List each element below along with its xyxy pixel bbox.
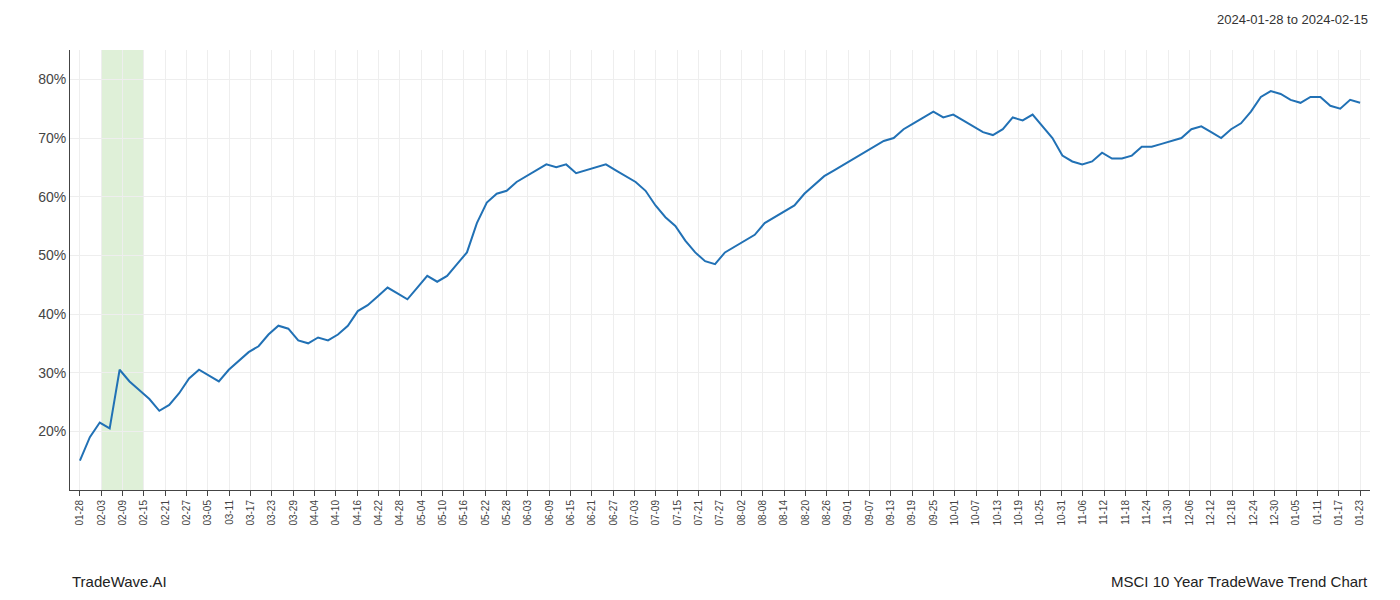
svg-text:04-16: 04-16: [352, 500, 363, 526]
svg-text:10-25: 10-25: [1034, 500, 1045, 526]
svg-text:08-02: 08-02: [736, 500, 747, 526]
svg-text:06-27: 06-27: [608, 500, 619, 526]
svg-text:04-10: 04-10: [330, 500, 341, 526]
svg-text:02-15: 02-15: [138, 500, 149, 526]
svg-text:11-24: 11-24: [1141, 500, 1152, 525]
svg-text:01-11: 01-11: [1312, 500, 1323, 525]
svg-text:30%: 30%: [38, 365, 66, 381]
svg-text:08-08: 08-08: [757, 500, 768, 526]
svg-text:02-03: 02-03: [96, 500, 107, 526]
svg-text:03-29: 03-29: [288, 500, 299, 526]
svg-text:10-31: 10-31: [1056, 500, 1067, 526]
svg-text:12-24: 12-24: [1248, 500, 1259, 526]
svg-text:09-01: 09-01: [842, 500, 853, 526]
svg-text:03-23: 03-23: [266, 500, 277, 526]
svg-text:01-05: 01-05: [1290, 500, 1301, 526]
svg-text:06-15: 06-15: [565, 500, 576, 526]
svg-text:03-17: 03-17: [245, 500, 256, 526]
svg-text:20%: 20%: [38, 423, 66, 439]
svg-text:05-16: 05-16: [458, 500, 469, 526]
svg-text:05-10: 05-10: [437, 500, 448, 526]
svg-text:80%: 80%: [38, 71, 66, 87]
svg-text:02-09: 02-09: [117, 500, 128, 526]
svg-text:70%: 70%: [38, 130, 66, 146]
svg-text:04-28: 04-28: [394, 500, 405, 526]
svg-text:12-30: 12-30: [1269, 500, 1280, 526]
svg-text:07-09: 07-09: [650, 500, 661, 526]
svg-text:11-06: 11-06: [1077, 500, 1088, 525]
svg-text:06-03: 06-03: [522, 500, 533, 526]
svg-text:06-21: 06-21: [586, 500, 597, 526]
svg-text:05-04: 05-04: [416, 500, 427, 526]
svg-text:05-22: 05-22: [480, 500, 491, 526]
svg-text:12-12: 12-12: [1205, 500, 1216, 526]
svg-text:60%: 60%: [38, 189, 66, 205]
svg-text:10-01: 10-01: [949, 500, 960, 526]
svg-text:02-27: 02-27: [181, 500, 192, 526]
svg-text:50%: 50%: [38, 247, 66, 263]
svg-text:MSCI 10 Year TradeWave Trend C: MSCI 10 Year TradeWave Trend Chart: [1111, 573, 1368, 590]
svg-text:09-07: 09-07: [864, 500, 875, 526]
svg-text:04-22: 04-22: [373, 500, 384, 526]
svg-text:01-17: 01-17: [1333, 500, 1344, 526]
svg-text:07-27: 07-27: [714, 500, 725, 526]
svg-text:10-19: 10-19: [1013, 500, 1024, 526]
svg-text:08-26: 08-26: [821, 500, 832, 526]
svg-text:09-13: 09-13: [885, 500, 896, 526]
svg-text:03-05: 03-05: [202, 500, 213, 526]
svg-text:07-21: 07-21: [693, 500, 704, 526]
svg-text:02-21: 02-21: [160, 500, 171, 526]
svg-text:09-19: 09-19: [906, 500, 917, 526]
svg-text:07-03: 07-03: [629, 500, 640, 526]
svg-text:05-28: 05-28: [501, 500, 512, 526]
svg-text:06-09: 06-09: [544, 500, 555, 526]
svg-text:07-15: 07-15: [672, 500, 683, 526]
svg-text:08-14: 08-14: [778, 500, 789, 526]
svg-text:10-13: 10-13: [992, 500, 1003, 526]
svg-text:01-28: 01-28: [74, 500, 85, 526]
svg-text:TradeWave.AI: TradeWave.AI: [72, 573, 167, 590]
svg-text:09-25: 09-25: [928, 500, 939, 526]
svg-text:12-18: 12-18: [1226, 500, 1237, 526]
svg-text:01-23: 01-23: [1354, 500, 1365, 526]
svg-text:12-06: 12-06: [1184, 500, 1195, 526]
svg-text:11-18: 11-18: [1120, 500, 1131, 525]
svg-text:03-11: 03-11: [224, 500, 235, 525]
svg-text:40%: 40%: [38, 306, 66, 322]
svg-text:10-07: 10-07: [970, 500, 981, 526]
svg-text:11-30: 11-30: [1162, 500, 1173, 525]
svg-text:04-04: 04-04: [309, 500, 320, 526]
svg-text:11-12: 11-12: [1098, 500, 1109, 525]
svg-text:08-20: 08-20: [800, 500, 811, 526]
svg-text:2024-01-28 to 2024-02-15: 2024-01-28 to 2024-02-15: [1217, 12, 1368, 27]
